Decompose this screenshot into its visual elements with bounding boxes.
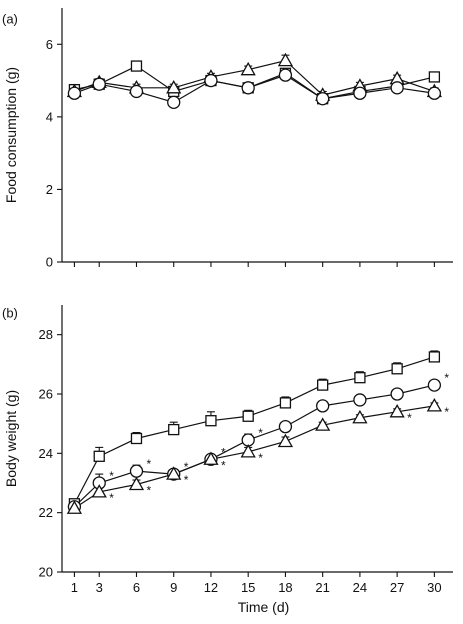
data-point-triangle: [166, 80, 182, 94]
significance-asterisk: *: [221, 445, 226, 459]
data-point-square: [391, 363, 403, 375]
x-axis-label: Time (d): [238, 599, 290, 615]
y-axis-label: Body weight (g): [3, 390, 19, 487]
data-point-triangle: [277, 433, 294, 448]
significance-asterisk: *: [109, 469, 114, 483]
data-point-circle: [353, 393, 367, 407]
panel-label: (a): [2, 12, 18, 27]
significance-asterisk: *: [221, 458, 226, 472]
panel-label: (b): [2, 306, 18, 321]
data-point-circle: [241, 81, 255, 95]
data-point-square: [428, 351, 441, 363]
data-point-circle: [353, 86, 367, 100]
data-point-triangle: [426, 398, 442, 412]
y-tick-label: 4: [46, 109, 53, 124]
data-point-triangle: [203, 451, 219, 465]
x-tick-label: 27: [390, 580, 404, 595]
data-point-triangle: [66, 500, 83, 514]
data-point-triangle: [352, 409, 368, 424]
data-point-square: [130, 60, 143, 72]
data-point-circle: [427, 378, 442, 392]
data-point-circle: [129, 84, 144, 99]
y-tick-label: 20: [39, 565, 53, 580]
panel-a-food-consumption-chart: (a) 0 2 4 6 Food consumption (g): [2, 8, 453, 270]
significance-asterisk: *: [184, 473, 189, 487]
data-point-circle: [427, 86, 442, 100]
series-line-circle: [73, 384, 435, 508]
data-point-triangle: [240, 61, 256, 76]
data-point-square: [130, 432, 143, 445]
significance-asterisk: *: [146, 457, 151, 471]
data-point-square: [428, 71, 441, 83]
x-tick-label: 30: [427, 580, 441, 595]
significance-asterisk: *: [184, 460, 189, 474]
data-point-circle: [390, 387, 404, 401]
data-point-circle: [204, 73, 218, 88]
significance-asterisk: *: [109, 491, 114, 505]
y-tick-label: 0: [46, 255, 53, 270]
significance-asterisk: *: [444, 405, 449, 419]
data-point-triangle: [389, 403, 405, 418]
data-point-circle: [390, 81, 404, 95]
y-tick-label: 24: [39, 446, 53, 461]
data-point-circle: [167, 95, 181, 109]
y-axis-label: Food consumption (g): [3, 67, 19, 203]
data-point-triangle: [240, 444, 256, 458]
data-point-circle: [92, 77, 106, 91]
data-point-circle: [316, 92, 330, 106]
significance-asterisk: *: [258, 451, 263, 465]
x-tick-label: 12: [204, 580, 218, 595]
data-point-triangle: [91, 484, 107, 498]
data-point-circle: [129, 464, 144, 478]
significance-asterisk: *: [146, 483, 151, 497]
data-point-square: [242, 410, 254, 422]
data-point-square: [168, 423, 180, 436]
data-point-square: [354, 372, 366, 384]
data-point-circle: [67, 86, 82, 100]
significance-asterisk: *: [444, 371, 449, 385]
data-point-circle: [316, 399, 330, 413]
data-point-triangle: [128, 476, 145, 491]
x-tick-label: 6: [133, 580, 140, 595]
x-tick-label: 21: [315, 580, 329, 595]
x-tick-label: 3: [96, 580, 103, 595]
significance-asterisk: *: [407, 411, 412, 425]
y-tick-label: 6: [46, 37, 53, 52]
data-point-square: [317, 379, 329, 391]
data-point-circle: [278, 68, 293, 82]
y-tick-label: 26: [39, 387, 53, 402]
x-tick-label: 15: [241, 580, 255, 595]
y-tick-label: 2: [46, 182, 53, 197]
data-point-square: [205, 415, 217, 427]
x-tick-label: 24: [353, 580, 367, 595]
data-point-triangle: [315, 417, 331, 431]
y-tick-label: 22: [39, 505, 53, 520]
x-tick-label: 18: [278, 580, 292, 595]
data-point-circle: [278, 419, 293, 434]
series-line-square: [73, 356, 435, 505]
x-tick-label: 1: [71, 580, 78, 595]
x-tick-label: 9: [170, 580, 177, 595]
data-point-square: [279, 397, 292, 409]
significance-asterisk: *: [258, 426, 263, 440]
y-tick-label: 28: [39, 327, 53, 342]
data-point-triangle: [166, 466, 182, 480]
panel-b-body-weight-chart: (b) 20 22 24 26 28 1 3 6 9 12 15 18 21 24 27 30 Body weig…: [2, 305, 453, 615]
data-point-triangle: [277, 52, 294, 67]
data-point-square: [93, 450, 105, 462]
